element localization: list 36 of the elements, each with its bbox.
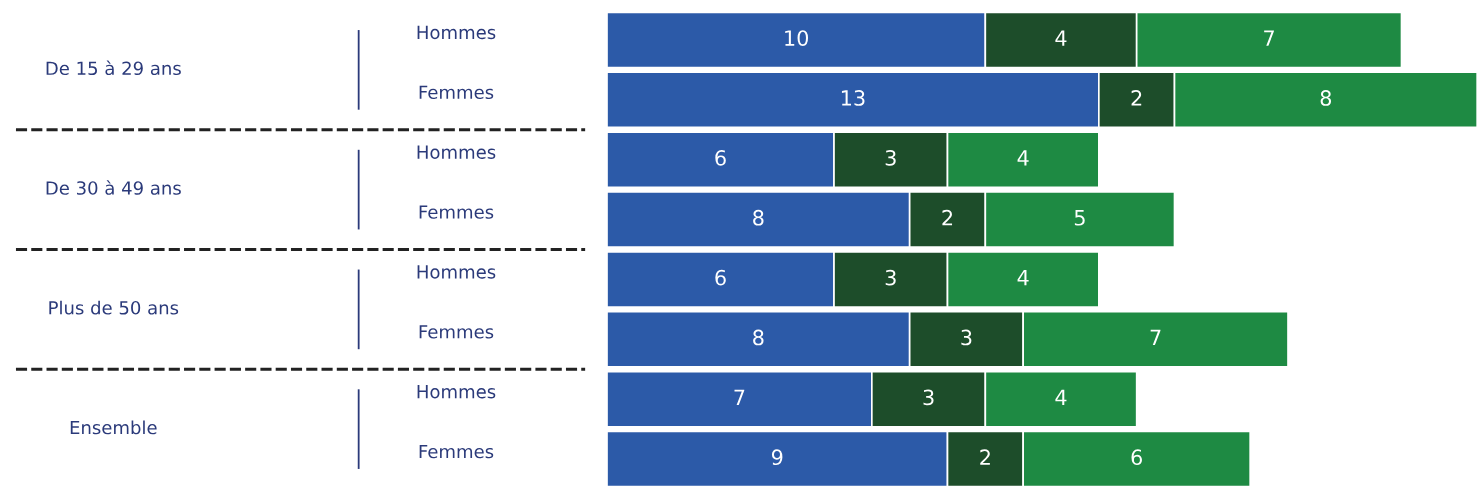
data-label: 4 [1017,270,1029,286]
data-label: 7 [734,389,745,405]
data-label: 8 [753,329,764,346]
data-label: 8 [753,209,764,226]
data-label: 3 [885,149,896,166]
data-label: 6 [715,269,726,286]
data-label: 2 [1131,90,1142,106]
y-tick-label: Hommes [417,25,496,40]
text: De 30 à 49 ans [46,180,181,195]
data-label: 13 [841,90,865,106]
data-label: 4 [1055,30,1067,46]
data-label: 6 [1131,449,1142,466]
data-label: 2 [942,209,953,226]
text: Plus de 50 ans [49,300,179,315]
data-label: 9 [771,449,783,466]
data-label: 4 [1055,389,1067,405]
text: De 15 à 29 ans [46,60,181,76]
data-label: 3 [923,389,934,406]
y-tick-label: Femmes [419,85,494,100]
y-tick-label: Hommes [417,385,496,399]
y-tick-label: Hommes [417,265,496,279]
y-tick-label: Hommes [417,145,496,159]
data-label: 8 [1320,90,1332,106]
text: Ensemble [70,420,157,435]
data-label: 7 [1264,30,1274,46]
data-label: 3 [885,269,896,286]
data-label: 4 [1017,150,1029,166]
data-label: 6 [715,149,726,166]
data-label: 10 [785,30,809,46]
data-label: 5 [1074,210,1085,226]
data-label: 3 [961,329,972,346]
y-tick-label: Femmes [419,325,494,339]
y-tick-label: Femmes [419,205,494,219]
data-label: 2 [980,449,990,465]
data-label: 7 [1150,329,1161,346]
y-tick-label: Femmes [419,444,494,459]
